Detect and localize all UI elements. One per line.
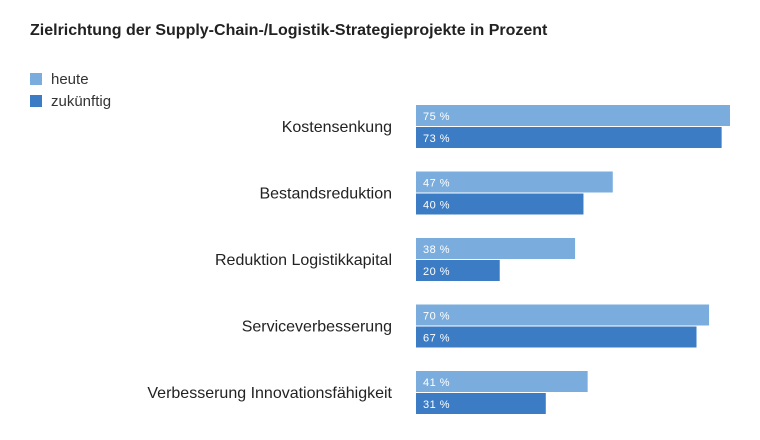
category-label: Serviceverbesserung xyxy=(242,319,392,336)
bar-zukuenftig xyxy=(416,326,697,348)
legend-item-heute: heute xyxy=(30,68,111,90)
data-label: 31 % xyxy=(423,399,450,411)
bar-heute xyxy=(416,238,576,259)
legend-swatch-heute xyxy=(30,73,42,85)
data-label: 40 % xyxy=(423,200,450,212)
legend-label-heute: heute xyxy=(51,70,89,88)
legend-label-zukuenftig: zukünftig xyxy=(51,92,112,110)
bar-zukuenftig xyxy=(416,393,546,414)
legend-item-zukuenftig: zukünftig xyxy=(30,90,111,112)
data-label: 38 % xyxy=(423,244,450,256)
category-label: Bestandsreduktion xyxy=(259,186,392,203)
legend-swatch-zukuenftig xyxy=(30,95,42,107)
data-label: 41 % xyxy=(423,377,450,389)
bar-heute xyxy=(416,371,588,392)
bar-heute xyxy=(416,304,710,326)
data-label: 73 % xyxy=(423,133,450,145)
legend: heute zukünftig xyxy=(30,68,111,112)
category-label: Verbesserung Innovationsfähigkeit xyxy=(147,385,392,402)
category-label: Reduktion Logistikkapital xyxy=(215,252,392,269)
data-label: 67 % xyxy=(423,333,450,345)
bar-zukuenftig xyxy=(416,260,500,281)
data-label: 75 % xyxy=(423,111,450,123)
data-label: 47 % xyxy=(423,178,450,190)
bar-zukuenftig xyxy=(416,127,722,148)
bar-heute xyxy=(416,171,613,193)
bar-heute xyxy=(416,105,730,126)
data-label: 20 % xyxy=(423,266,450,278)
data-label: 70 % xyxy=(423,311,450,323)
chart-title: Zielrichtung der Supply-Chain-/Logistik-… xyxy=(30,22,548,39)
bar-zukuenftig xyxy=(416,193,584,215)
category-label: Kostensenkung xyxy=(282,119,392,136)
